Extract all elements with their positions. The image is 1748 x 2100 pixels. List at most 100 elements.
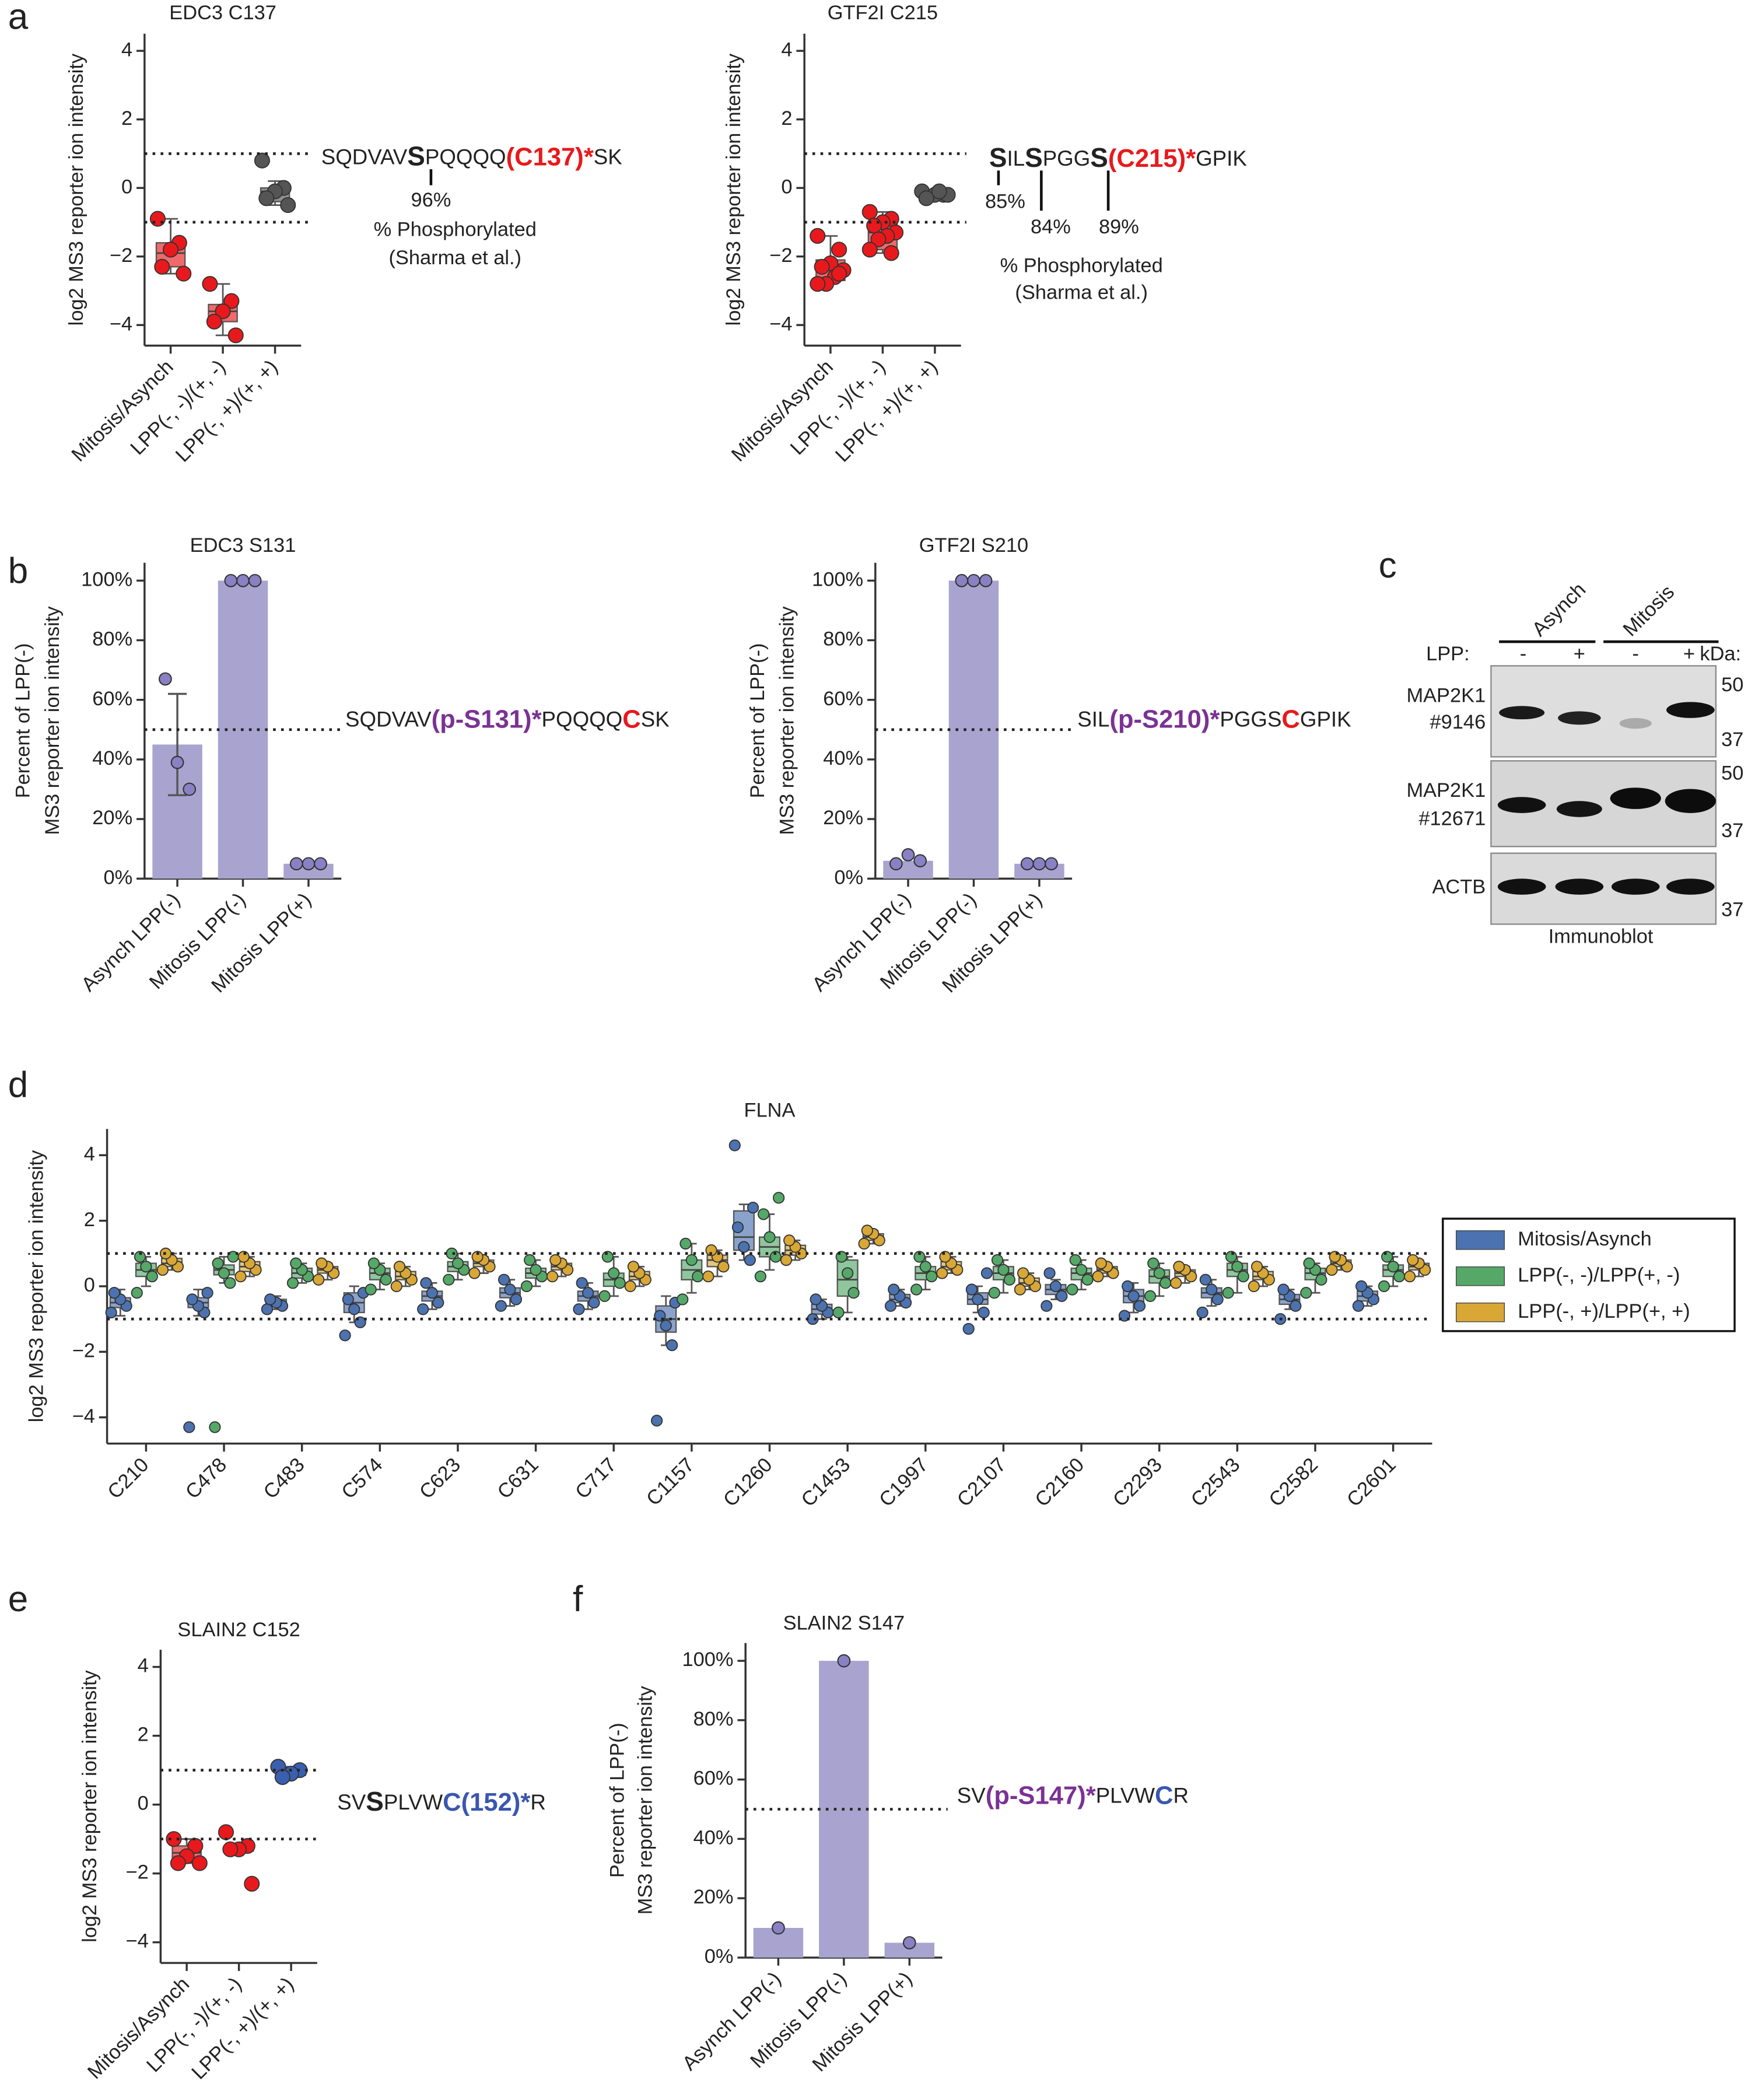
y-tick-label: 0 xyxy=(781,176,792,198)
point xyxy=(1250,1261,1263,1273)
site-label: 85% xyxy=(985,190,1025,212)
point xyxy=(967,573,980,587)
point xyxy=(393,1261,406,1273)
point xyxy=(677,1293,689,1306)
point xyxy=(1206,1283,1218,1296)
y-tick-label: 20% xyxy=(693,1886,734,1908)
point xyxy=(1277,1283,1290,1296)
y-tick-label: 2 xyxy=(84,1209,95,1231)
peptide-sequence: SQDVAV(p-S131)*PQQQQCSK xyxy=(345,705,670,733)
site-label: 96% xyxy=(411,189,451,211)
point xyxy=(426,1287,438,1299)
point xyxy=(510,1293,523,1306)
point xyxy=(902,1936,916,1950)
annotation: SQDVAVSPQQQQ(C137)*SK 96% % Phosphorylat… xyxy=(321,141,1351,1817)
band xyxy=(1558,711,1601,725)
lane-label: - xyxy=(1520,643,1526,665)
point xyxy=(149,211,166,227)
point xyxy=(1095,1257,1107,1269)
y-tick-label: 100% xyxy=(682,1648,734,1671)
point xyxy=(1225,1251,1238,1263)
x-tick-label: C483 xyxy=(260,1454,309,1503)
point xyxy=(365,1283,377,1296)
panel-letter: f xyxy=(573,1579,583,1619)
point xyxy=(1237,1270,1249,1283)
chart-title: SLAIN2 C152 xyxy=(177,1619,300,1641)
point xyxy=(342,1293,354,1306)
x-tick-label: C1157 xyxy=(642,1454,699,1510)
point xyxy=(832,1306,845,1319)
point xyxy=(866,218,882,234)
point xyxy=(573,1303,585,1315)
point xyxy=(549,1254,562,1266)
point xyxy=(962,1322,975,1335)
point xyxy=(705,1244,717,1256)
point xyxy=(1393,1270,1406,1283)
point xyxy=(660,1320,672,1332)
y-tick-label: 0% xyxy=(705,1945,734,1968)
point xyxy=(140,1261,152,1273)
point xyxy=(1290,1300,1302,1312)
x-tick-label: C2160 xyxy=(1031,1454,1089,1511)
x-tick-label: C574 xyxy=(337,1454,387,1503)
y-tick-label: −2 xyxy=(72,1339,95,1362)
point xyxy=(889,857,903,871)
point xyxy=(280,197,296,214)
point xyxy=(183,782,197,796)
point xyxy=(176,265,192,282)
point xyxy=(302,857,316,871)
y-tick-label: 4 xyxy=(84,1143,95,1165)
point xyxy=(170,755,184,769)
y-tick-label: 0 xyxy=(121,176,132,198)
lane-label: + xyxy=(1574,643,1585,665)
x-tick-label: C2293 xyxy=(1109,1454,1166,1511)
point xyxy=(546,1270,559,1283)
point xyxy=(1355,1280,1368,1293)
chart-title: FLNA xyxy=(744,1100,796,1122)
point xyxy=(471,1251,484,1263)
point xyxy=(747,1202,759,1214)
x-tick-label: C2543 xyxy=(1187,1454,1245,1511)
point xyxy=(988,1287,1000,1299)
point xyxy=(1014,1283,1026,1296)
band xyxy=(1666,702,1715,718)
point xyxy=(289,857,303,871)
y-axis-label: log2 MS3 reporter ion intensity xyxy=(79,1670,101,1942)
point xyxy=(1043,1267,1056,1279)
point xyxy=(1045,857,1058,871)
point xyxy=(367,1257,380,1269)
band xyxy=(1665,789,1716,813)
y-axis-label: Percent of LPP(-) xyxy=(747,643,769,799)
point xyxy=(258,190,275,206)
point xyxy=(1352,1300,1364,1312)
band xyxy=(1666,878,1715,895)
point xyxy=(980,1267,993,1279)
chart-title: EDC3 C137 xyxy=(169,2,276,24)
point xyxy=(451,1257,464,1269)
point xyxy=(1196,1306,1208,1319)
point xyxy=(183,1421,195,1433)
point xyxy=(870,231,887,247)
row-label: MAP2K1 xyxy=(1406,779,1486,802)
point xyxy=(754,1270,766,1283)
legend-label: LPP(-, +)/LPP(+, +) xyxy=(1518,1300,1690,1322)
point xyxy=(1160,1277,1172,1289)
point xyxy=(498,1273,510,1286)
point xyxy=(807,1313,819,1325)
point xyxy=(234,1270,247,1283)
point xyxy=(744,1254,756,1266)
group-label: Asynch xyxy=(1528,579,1591,641)
point xyxy=(979,573,993,587)
y-tick-label: −4 xyxy=(769,313,792,335)
point xyxy=(1003,1273,1015,1286)
x-tick-label: C1453 xyxy=(797,1454,855,1511)
marker-label: 50 xyxy=(1721,674,1743,696)
peptide-sequence: SV(p-S147)*PLVWCR xyxy=(957,1782,1189,1810)
point xyxy=(1211,1293,1224,1306)
kda-label: kDa: xyxy=(1700,643,1741,665)
point xyxy=(783,1234,796,1247)
y-tick-label: 4 xyxy=(781,38,792,61)
point xyxy=(731,1221,744,1234)
